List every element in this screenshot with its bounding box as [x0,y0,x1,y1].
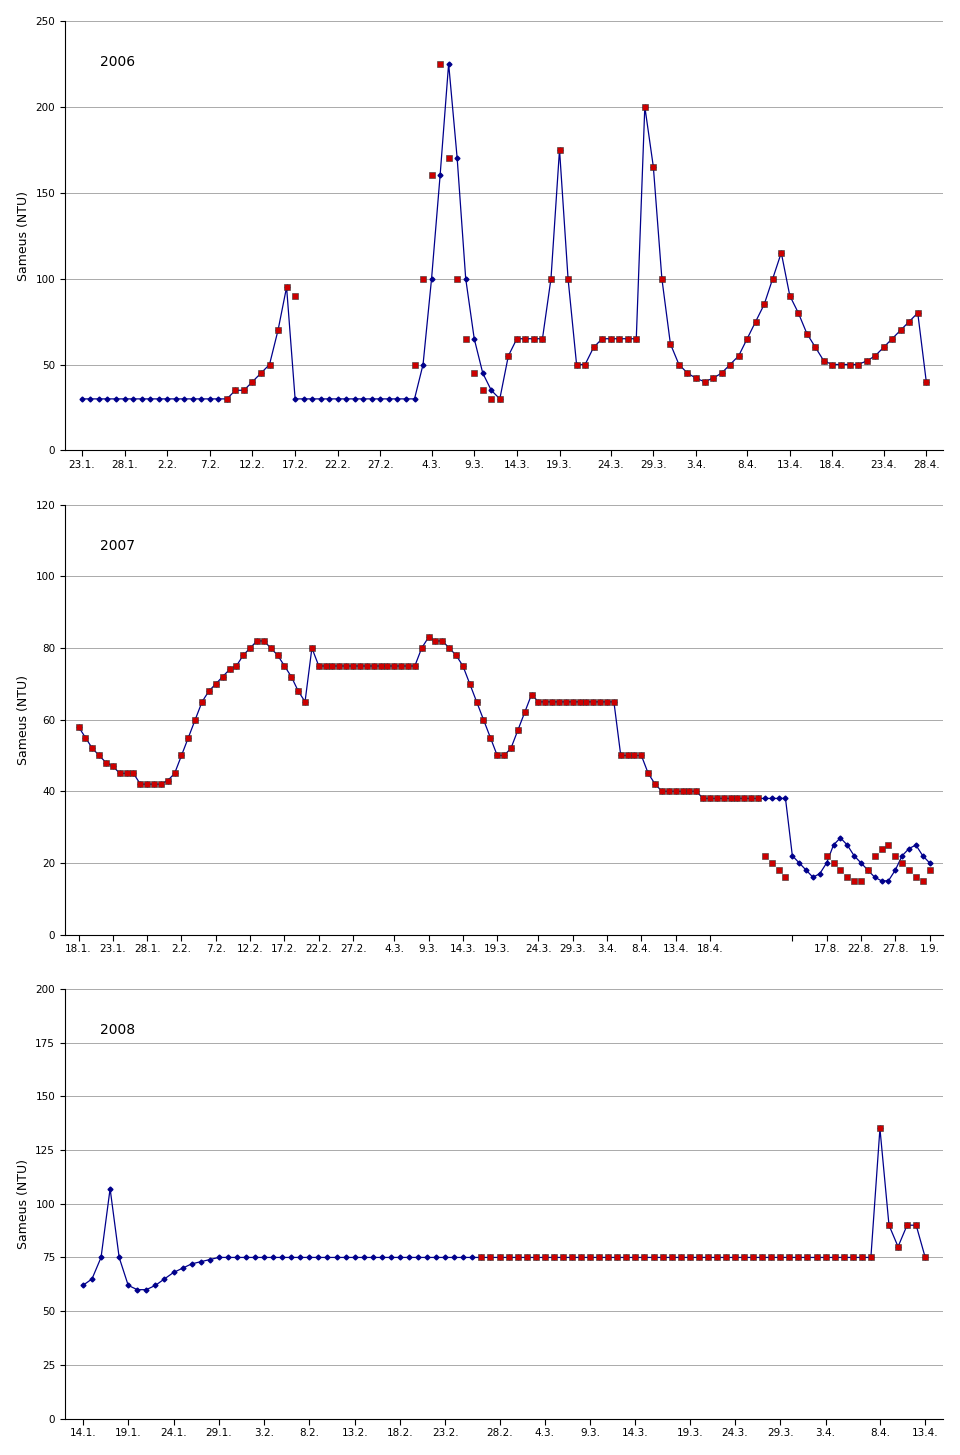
Text: 2007: 2007 [100,540,135,553]
Y-axis label: Sameus (NTU): Sameus (NTU) [16,675,30,765]
Y-axis label: Sameus (NTU): Sameus (NTU) [16,1158,30,1248]
Text: 2008: 2008 [100,1023,135,1037]
Y-axis label: Sameus (NTU): Sameus (NTU) [16,191,30,281]
Text: 2006: 2006 [100,55,135,68]
